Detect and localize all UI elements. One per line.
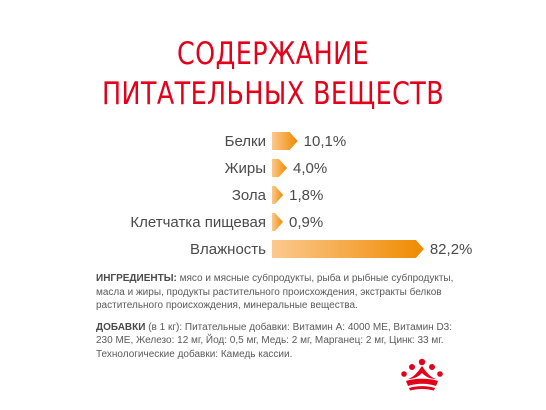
bar — [272, 132, 298, 150]
value-label: 82,2% — [430, 241, 473, 258]
bar — [272, 213, 283, 231]
category-label: Влажность — [190, 241, 266, 258]
additives-heading: ДОБАВКИ — [96, 321, 146, 333]
page-title: СОДЕРЖАНИЕ ПИТАТЕЛЬНЫХ ВЕЩЕСТВ — [49, 34, 497, 114]
value-label: 4,0% — [293, 160, 327, 177]
value-label: 10,1% — [304, 133, 347, 150]
additives-text: (в 1 кг): Питательные добавки: Витамин А… — [96, 321, 453, 360]
royal-canin-crown-icon — [401, 358, 443, 391]
title-line-1: СОДЕРЖАНИЕ — [176, 36, 370, 72]
value-label: 0,9% — [289, 214, 323, 231]
additives-paragraph: ДОБАВКИ (в 1 кг): Питательные добавки: В… — [96, 321, 456, 362]
ingredients-heading: ИНГРЕДИЕНТЫ: — [96, 273, 177, 284]
bar — [272, 159, 287, 177]
category-label: Зола — [232, 187, 267, 204]
ingredients-block: ИНГРЕДИЕНТЫ: мясо и мясные субпродукты, … — [96, 272, 456, 370]
ingredients-text: мясо и мясные субпродукты, рыба и рыбные… — [96, 273, 454, 312]
bar — [272, 240, 424, 258]
category-label: Жиры — [225, 160, 266, 177]
bar — [272, 186, 284, 204]
value-label: 1,8% — [289, 187, 323, 204]
category-label: Белки — [225, 133, 266, 150]
category-label: Клетчатка пищевая — [130, 214, 266, 231]
title-line-2: ПИТАТЕЛЬНЫХ ВЕЩЕСТВ — [101, 76, 445, 112]
ingredients-paragraph: ИНГРЕДИЕНТЫ: мясо и мясные субпродукты, … — [96, 272, 456, 313]
